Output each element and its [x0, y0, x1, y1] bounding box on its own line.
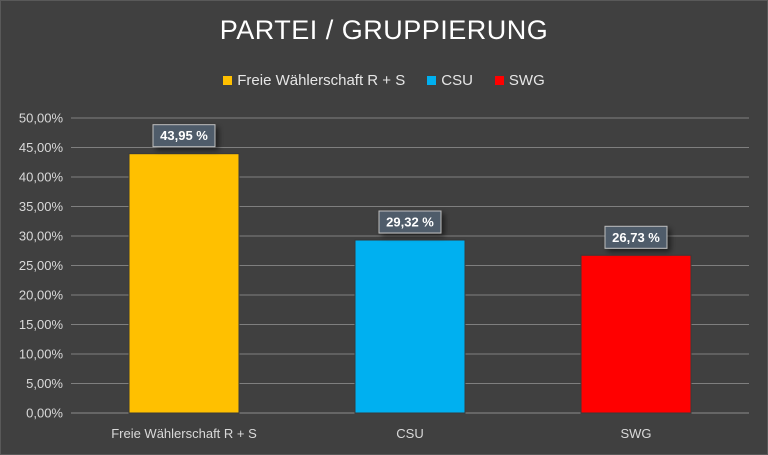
- data-label-text: 43,95 %: [160, 128, 208, 143]
- data-label-box: [152, 124, 216, 148]
- bar: [128, 153, 240, 414]
- legend-item-csu: CSU: [427, 72, 473, 89]
- data-label-box: [604, 225, 668, 249]
- category-label: CSU: [396, 426, 423, 441]
- y-tick-label: 45,00%: [19, 140, 64, 155]
- legend-label-csu: CSU: [441, 72, 473, 89]
- legend-item-swg: SWG: [494, 72, 545, 89]
- legend-swatch-csu: [427, 76, 437, 85]
- y-tick-label: 10,00%: [19, 347, 64, 362]
- category-label: Freie Wählerschaft R + S: [111, 426, 257, 441]
- category-label: SWG: [620, 426, 651, 441]
- bar: [354, 239, 466, 414]
- y-tick-label: 30,00%: [19, 229, 64, 244]
- y-axis-tick-labels: 0,00% 5,00% 10,00% 15,00% 20,00% 25,00% 30,00%…: [19, 111, 64, 421]
- legend-swatch-freie-waehlerschaft: [223, 76, 233, 85]
- y-tick-label: 50,00%: [19, 111, 64, 126]
- x-axis-category-labels: Freie Wählerschaft R + S CSU SWG: [111, 426, 651, 441]
- y-tick-label: 35,00%: [19, 199, 64, 214]
- y-tick-label: 25,00%: [19, 258, 64, 273]
- data-label: 29,32 %: [378, 210, 442, 234]
- legend-item-freie-waehlerschaft: Freie Wählerschaft R + S: [223, 72, 405, 89]
- data-label: 43,95 %: [152, 124, 216, 148]
- y-tick-label: 15,00%: [19, 317, 64, 332]
- data-label-box: [378, 210, 442, 234]
- legend-label-freie-waehlerschaft: Freie Wählerschaft R + S: [237, 72, 406, 89]
- chart-title: PARTEI / GRUPPIERUNG: [219, 15, 549, 45]
- bars: [128, 153, 692, 414]
- data-label-text: 26,73 %: [612, 230, 660, 245]
- y-tick-label: 40,00%: [19, 170, 64, 185]
- legend: Freie Wählerschaft R + S CSU SWG: [1, 72, 767, 89]
- y-tick-label: 5,00%: [26, 376, 63, 391]
- data-label-text: 29,32 %: [386, 215, 434, 230]
- data-label: 26,73 %: [604, 225, 668, 249]
- legend-swatch-swg: [494, 76, 504, 85]
- y-tick-label: 20,00%: [19, 288, 64, 303]
- y-tick-label: 0,00%: [26, 406, 63, 421]
- data-labels: 43,95 % 29,32 % 26,73 %: [152, 124, 668, 249]
- bar: [580, 254, 692, 414]
- legend-label-swg: SWG: [508, 72, 545, 89]
